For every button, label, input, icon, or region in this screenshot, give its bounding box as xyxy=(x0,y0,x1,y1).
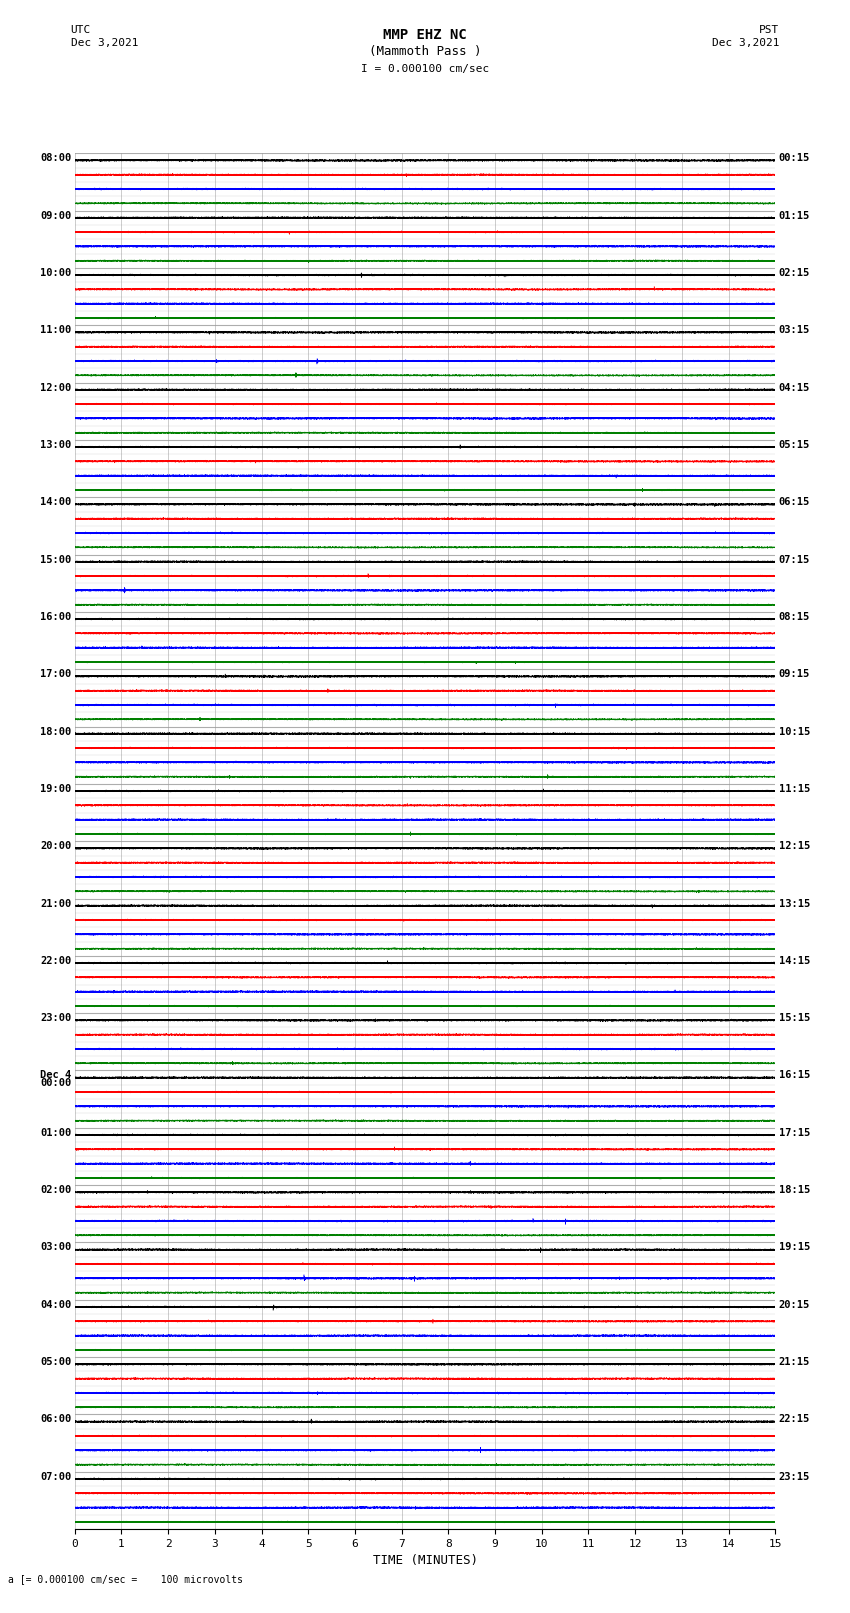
Text: MMP EHZ NC: MMP EHZ NC xyxy=(383,27,467,42)
Text: 00:00: 00:00 xyxy=(40,1077,71,1087)
Text: 04:15: 04:15 xyxy=(779,382,810,392)
Text: PST: PST xyxy=(759,26,779,35)
Text: 20:15: 20:15 xyxy=(779,1300,810,1310)
Text: 15:00: 15:00 xyxy=(40,555,71,565)
Text: 10:00: 10:00 xyxy=(40,268,71,277)
Text: 11:15: 11:15 xyxy=(779,784,810,794)
Text: 14:15: 14:15 xyxy=(779,957,810,966)
Text: 20:00: 20:00 xyxy=(40,842,71,852)
Text: 13:15: 13:15 xyxy=(779,898,810,908)
Text: Dec 3,2021: Dec 3,2021 xyxy=(712,39,779,48)
Text: 08:15: 08:15 xyxy=(779,611,810,623)
Text: UTC: UTC xyxy=(71,26,91,35)
Text: 09:15: 09:15 xyxy=(779,669,810,679)
Text: 08:00: 08:00 xyxy=(40,153,71,163)
Text: 03:00: 03:00 xyxy=(40,1242,71,1252)
Text: 19:00: 19:00 xyxy=(40,784,71,794)
Text: 13:00: 13:00 xyxy=(40,440,71,450)
Text: 19:15: 19:15 xyxy=(779,1242,810,1252)
Text: a [= 0.000100 cm/sec =    100 microvolts: a [= 0.000100 cm/sec = 100 microvolts xyxy=(8,1574,243,1584)
Text: 02:15: 02:15 xyxy=(779,268,810,277)
Text: 07:00: 07:00 xyxy=(40,1471,71,1482)
Text: 09:00: 09:00 xyxy=(40,211,71,221)
Text: 05:15: 05:15 xyxy=(779,440,810,450)
Text: (Mammoth Pass ): (Mammoth Pass ) xyxy=(369,45,481,58)
Text: 05:00: 05:00 xyxy=(40,1357,71,1368)
Text: 03:15: 03:15 xyxy=(779,326,810,336)
Text: 12:15: 12:15 xyxy=(779,842,810,852)
Text: Dec 4: Dec 4 xyxy=(40,1071,71,1081)
Text: 14:00: 14:00 xyxy=(40,497,71,506)
Text: 21:15: 21:15 xyxy=(779,1357,810,1368)
Text: 07:15: 07:15 xyxy=(779,555,810,565)
Text: 11:00: 11:00 xyxy=(40,326,71,336)
Text: 12:00: 12:00 xyxy=(40,382,71,392)
Text: Dec 3,2021: Dec 3,2021 xyxy=(71,39,138,48)
Text: 23:00: 23:00 xyxy=(40,1013,71,1023)
Text: 18:15: 18:15 xyxy=(779,1186,810,1195)
Text: 16:00: 16:00 xyxy=(40,611,71,623)
Text: 10:15: 10:15 xyxy=(779,726,810,737)
Text: 01:15: 01:15 xyxy=(779,211,810,221)
Text: 18:00: 18:00 xyxy=(40,726,71,737)
Text: 00:15: 00:15 xyxy=(779,153,810,163)
Text: 17:00: 17:00 xyxy=(40,669,71,679)
Text: 22:00: 22:00 xyxy=(40,957,71,966)
Text: 17:15: 17:15 xyxy=(779,1127,810,1137)
Text: 06:15: 06:15 xyxy=(779,497,810,506)
Text: 04:00: 04:00 xyxy=(40,1300,71,1310)
Text: 23:15: 23:15 xyxy=(779,1471,810,1482)
Text: 16:15: 16:15 xyxy=(779,1071,810,1081)
X-axis label: TIME (MINUTES): TIME (MINUTES) xyxy=(372,1555,478,1568)
Text: 15:15: 15:15 xyxy=(779,1013,810,1023)
Text: 02:00: 02:00 xyxy=(40,1186,71,1195)
Text: 06:00: 06:00 xyxy=(40,1415,71,1424)
Text: 01:00: 01:00 xyxy=(40,1127,71,1137)
Text: I = 0.000100 cm/sec: I = 0.000100 cm/sec xyxy=(361,65,489,74)
Text: 21:00: 21:00 xyxy=(40,898,71,908)
Text: 22:15: 22:15 xyxy=(779,1415,810,1424)
